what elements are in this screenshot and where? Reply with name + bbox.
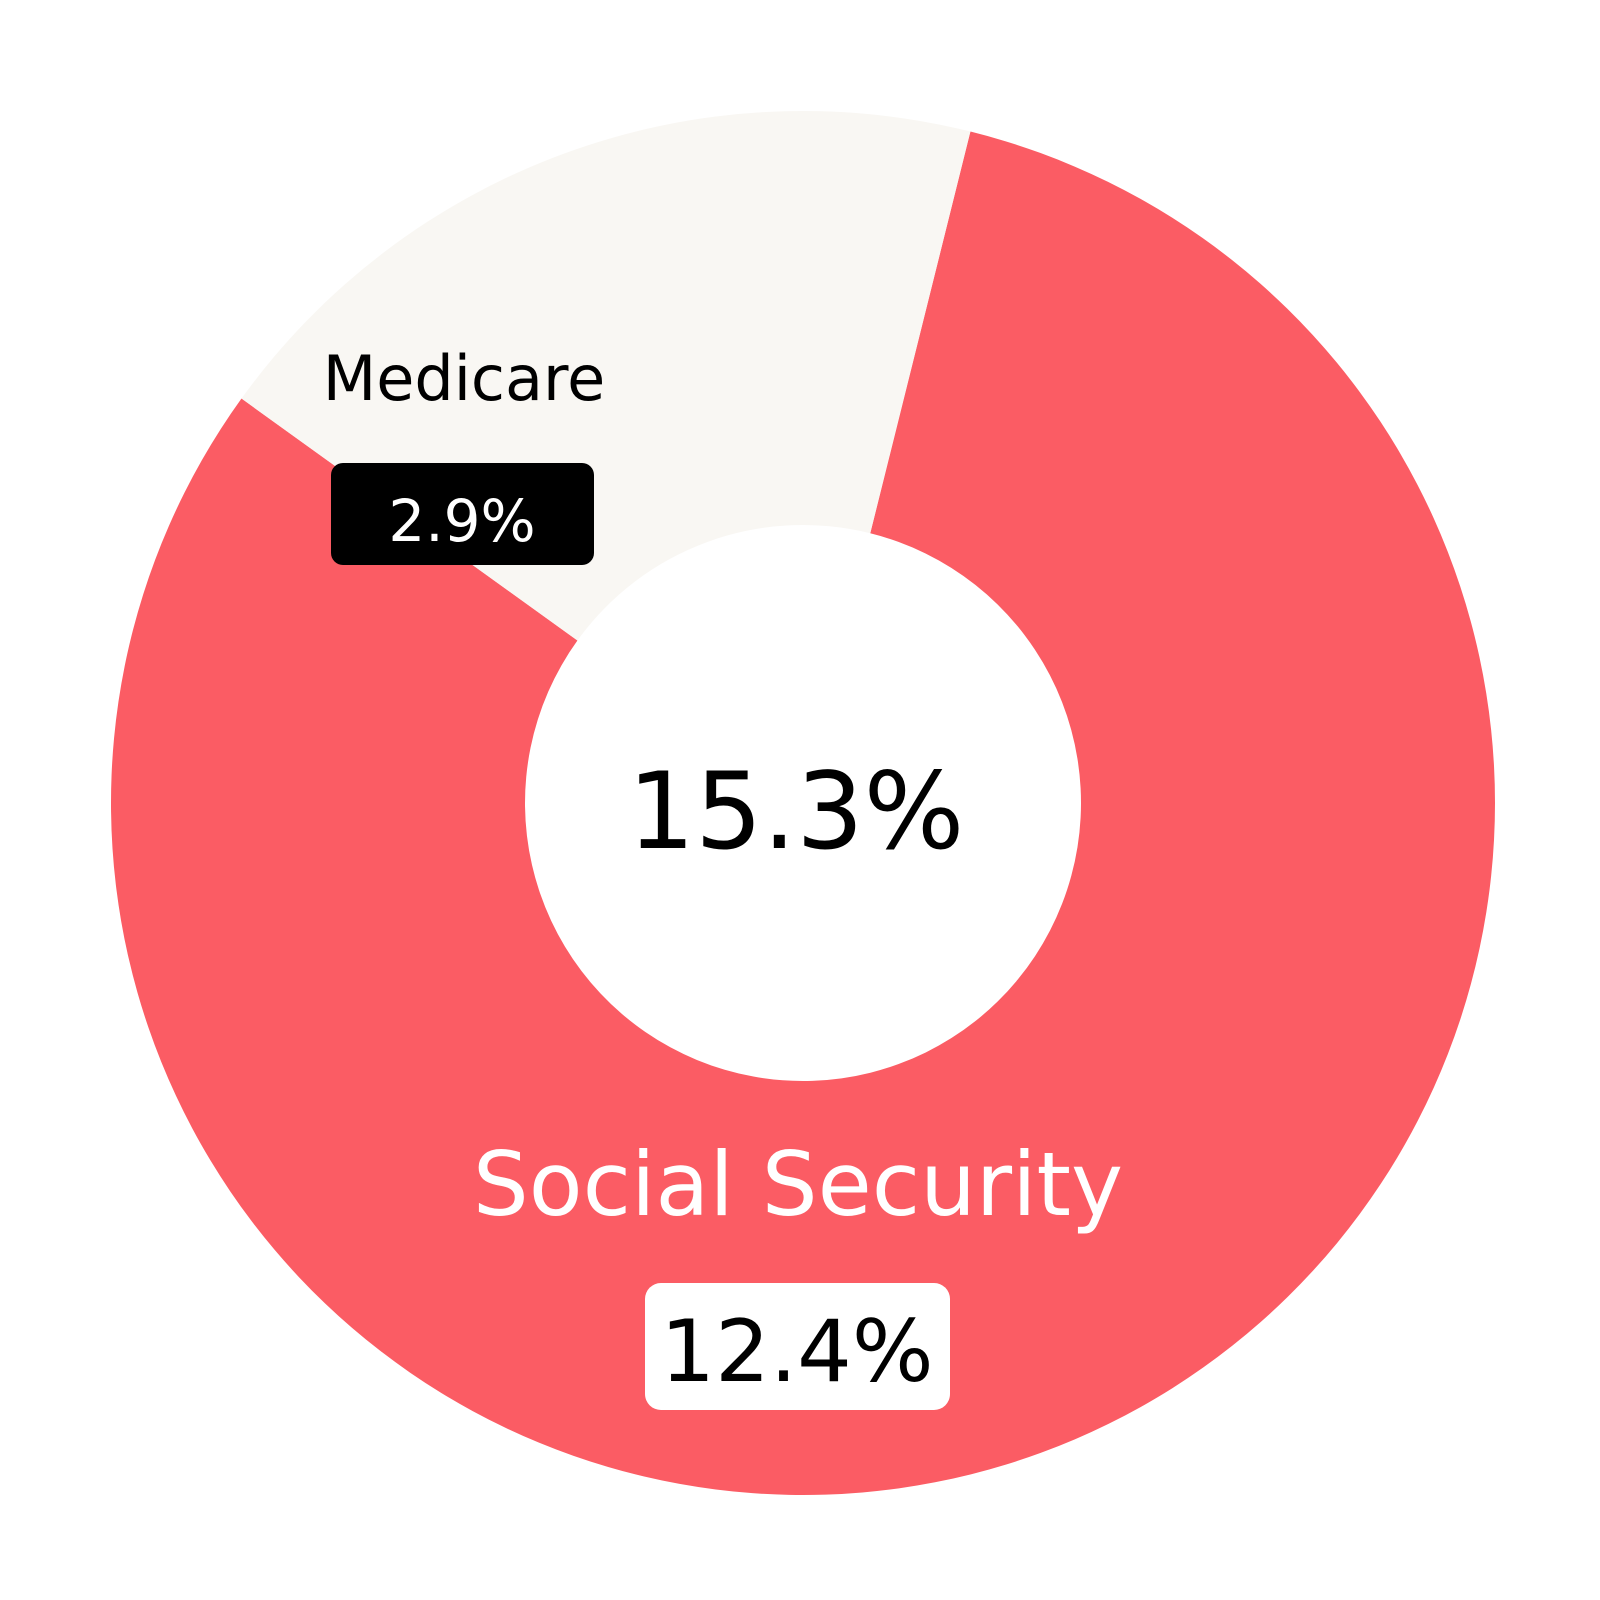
social-security-slice-label: Social Security xyxy=(473,1133,1123,1236)
slice-social-security xyxy=(111,131,1495,1496)
medicare-value-badge xyxy=(331,463,594,565)
center-total-label: 15.3% xyxy=(628,750,965,873)
medicare-slice-label: Medicare xyxy=(323,342,606,415)
social-security-value-badge xyxy=(645,1283,950,1410)
medicare-value-label: 2.9% xyxy=(388,487,535,555)
social-security-value-label: 12.4% xyxy=(660,1302,933,1402)
